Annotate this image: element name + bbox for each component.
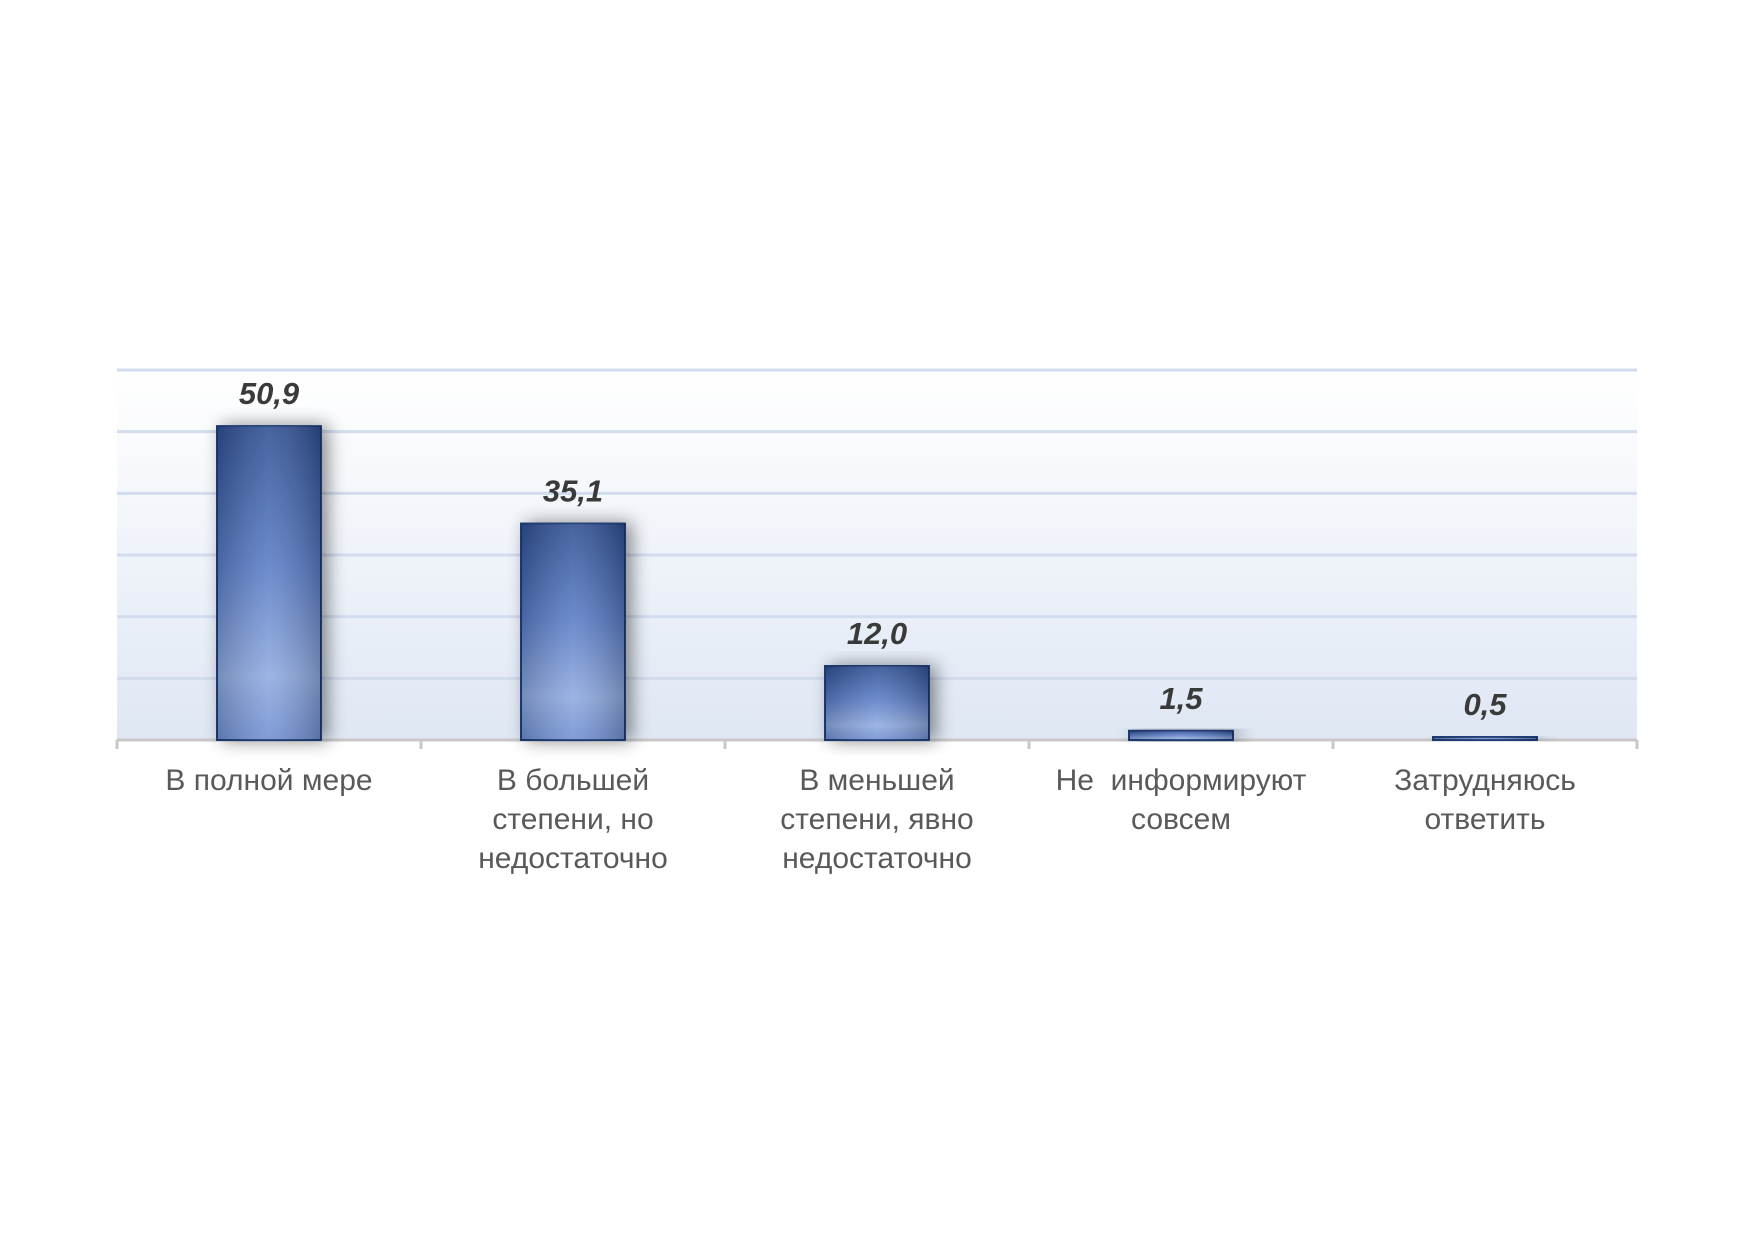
value-label: 0,5 — [1463, 687, 1507, 722]
category-label: В полной мере — [165, 764, 372, 797]
category-label: Не информируют совсем — [1056, 764, 1307, 836]
category-labels: В полной мере В большей степени, но недоста… — [165, 764, 1575, 875]
bar-shading — [825, 666, 929, 740]
bar-shading — [217, 426, 321, 740]
category-label-line: недостаточно — [478, 842, 668, 875]
category-label-line: Затрудняюсь — [1394, 764, 1576, 797]
value-label: 35,1 — [543, 474, 603, 509]
bar-shading — [1433, 737, 1537, 740]
category-label: В меньшей степени, явно недостаточно — [780, 764, 973, 875]
bar-shading — [1129, 731, 1233, 740]
bar-shading — [521, 524, 625, 740]
value-label: 12,0 — [847, 616, 907, 651]
category-label: Затрудняюсь ответить — [1394, 764, 1576, 836]
category-label-line: Не информируют — [1056, 764, 1307, 797]
category-label-line: В меньшей — [799, 764, 954, 797]
x-axis — [117, 740, 1637, 749]
category-label-line: степени, но — [492, 803, 653, 836]
bar — [1129, 731, 1233, 740]
value-label: 1,5 — [1159, 681, 1203, 716]
category-label-line: степени, явно — [780, 803, 973, 836]
category-label-line: недостаточно — [782, 842, 972, 875]
category-label-line: В большей — [497, 764, 649, 797]
bar — [521, 524, 625, 740]
value-label: 50,9 — [239, 376, 300, 411]
bar — [217, 426, 321, 740]
category-label-line: ответить — [1425, 803, 1546, 836]
category-label: В большей степени, но недостаточно — [478, 764, 668, 875]
category-label-line: совсем — [1131, 803, 1231, 836]
category-label-line: В полной мере — [165, 764, 372, 797]
bar — [825, 666, 929, 740]
bar — [1433, 737, 1537, 740]
